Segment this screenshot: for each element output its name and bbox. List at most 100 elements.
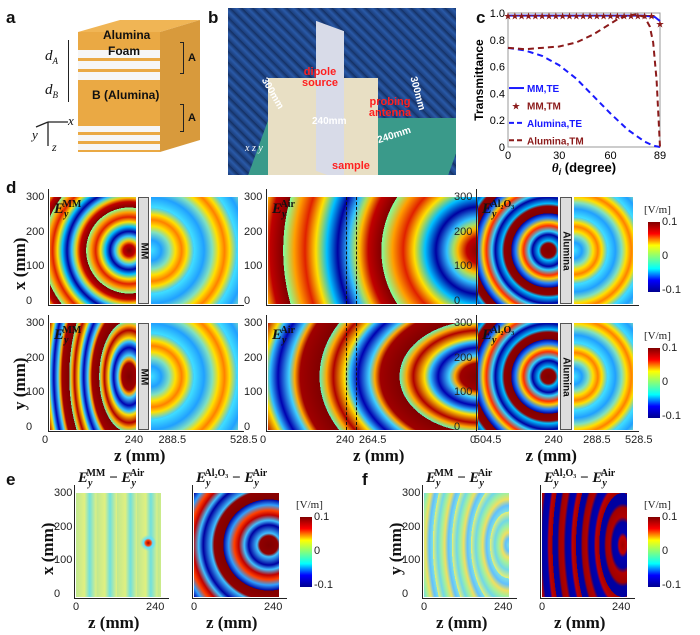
difference-title: EyAl₂O₃ − EyAir	[196, 468, 268, 489]
colorbar-mid: 0	[662, 376, 669, 388]
difference-map	[542, 493, 627, 597]
map-title: EyAl₂O₃	[482, 199, 515, 220]
y-tick-label: 100	[244, 386, 263, 399]
y-tick-label: 0.8	[490, 35, 505, 47]
mm-tm-star-marker: ★	[531, 12, 540, 23]
y-axis-line	[476, 315, 477, 432]
transmittance-chart: 0 30 60 89 0 0.2 0.4 0.6 0.8 1.0 Transmittance θi (…	[472, 8, 666, 175]
x-axis-line	[422, 598, 517, 599]
difference-map	[76, 493, 161, 597]
mm-tm-star-marker: ★	[538, 12, 547, 23]
layer-a-bottom-label: A	[188, 112, 196, 124]
multilayer-cube-diagram	[60, 10, 210, 160]
difference-map	[194, 493, 279, 597]
y-tick-label: 300	[244, 191, 263, 203]
y-axis-line	[266, 189, 267, 306]
x-axis-label: z (mm)	[554, 613, 606, 632]
x-tick-label: 240	[494, 601, 513, 613]
y-tick-label: 200	[454, 351, 473, 364]
x-axis-label: z (mm)	[88, 613, 140, 632]
y-axis-line	[422, 485, 423, 599]
colorbar	[300, 517, 312, 587]
mm-tm-star-marker: ★	[606, 12, 615, 23]
dipole-source-label: dipole source	[301, 66, 339, 89]
x-tick-label: 528.5	[625, 434, 653, 446]
map-title: EyAl₂O₃	[482, 325, 515, 346]
y-tick-label: 300	[54, 487, 73, 499]
x-tick-label: 240	[544, 434, 563, 446]
x-tick-label: 0	[42, 434, 49, 446]
y-tick-label: 100	[454, 386, 473, 399]
photo-axes: x z y	[245, 143, 263, 154]
layer-a-top-label: A	[188, 52, 196, 64]
layer-a-bottom-bracket	[180, 104, 184, 132]
y-tick-label: 100	[54, 554, 73, 567]
x-tick-label: 60	[604, 150, 616, 162]
x-tick-label: 0	[73, 601, 80, 613]
map-title: EyAir	[272, 199, 295, 220]
y-tick-label: 0	[402, 587, 409, 600]
colorbar-min: -0.1	[662, 410, 681, 422]
colorbar	[648, 222, 660, 292]
y-tick-label: 100	[26, 386, 45, 399]
panel-label-a: a	[6, 8, 16, 27]
mm-tm-star-marker: ★	[626, 12, 635, 23]
axis-z-label: z	[52, 140, 57, 154]
y-tick-label: 0.4	[490, 88, 505, 100]
slab-label: Alumina	[560, 230, 572, 271]
x-axis-line	[192, 598, 287, 599]
colorbar-min: -0.1	[662, 284, 681, 296]
panel-label-e: e	[6, 470, 16, 489]
sample-slab: MM	[138, 197, 149, 304]
colorbar-mid: 0	[662, 250, 669, 262]
map-title: EyAir	[272, 325, 295, 346]
experimental-setup-photo	[228, 8, 456, 175]
colorbar	[648, 348, 660, 418]
mm-tm-star-marker: ★	[585, 12, 594, 23]
colorbar-mid: 0	[314, 545, 321, 557]
mm-tm-star-marker: ★	[545, 12, 554, 23]
field-map	[50, 197, 136, 304]
series-line-mm-te	[508, 14, 661, 22]
mm-tm-star-marker: ★	[572, 12, 581, 23]
mm-tm-star-marker: ★	[592, 12, 601, 23]
x-tick-label: 0	[260, 434, 267, 446]
colorbar-unit: [V/m]	[296, 499, 323, 511]
mm-tm-star-marker: ★	[613, 12, 622, 23]
dim-240-left: 240mm	[312, 116, 347, 127]
y-tick-label: 200	[454, 225, 473, 238]
y-axis-label: Transmittance	[472, 39, 486, 121]
plot-frame	[507, 12, 661, 148]
y-tick-label: 0	[454, 294, 461, 307]
colorbar-mid: 0	[662, 545, 669, 557]
x-axis-label: z (mm)	[206, 613, 258, 632]
x-tick-label: 0	[421, 601, 428, 613]
colorbar-max: 0.1	[662, 216, 678, 228]
dashed-boundary	[346, 197, 347, 304]
sample-slab: MM	[138, 323, 149, 430]
y-tick-label: 0	[454, 420, 461, 433]
field-map	[268, 197, 498, 304]
y-axis-line	[74, 485, 75, 599]
colorbar-max: 0.1	[662, 342, 678, 354]
y-tick-label: 200	[54, 520, 73, 533]
sample-slab	[316, 20, 344, 175]
y-tick-label: 100	[454, 260, 473, 273]
difference-title: EyAl₂O₃ − EyAir	[544, 468, 616, 489]
x-tick-label: 240	[264, 601, 283, 613]
y-tick-label: 100	[402, 554, 421, 567]
axis-x-label: x	[68, 113, 74, 128]
y-axis-line	[48, 189, 49, 306]
mm-tm-star-marker: ★	[647, 12, 656, 23]
mm-tm-star-marker: ★	[565, 12, 574, 23]
x-tick-label: 240	[124, 434, 144, 446]
series-line-alumina-te	[507, 46, 661, 148]
x-tick-label: 528.5	[230, 434, 258, 446]
mm-tm-star-marker: ★	[551, 12, 560, 23]
d-b-label: dB	[45, 82, 58, 100]
coordinate-axes-icon	[30, 116, 75, 151]
dashed-boundary	[356, 323, 357, 430]
row2-ylabel: y (mm)	[10, 357, 29, 410]
thickness-arrow	[68, 40, 69, 102]
legend-entry: MM,TM	[527, 101, 561, 112]
